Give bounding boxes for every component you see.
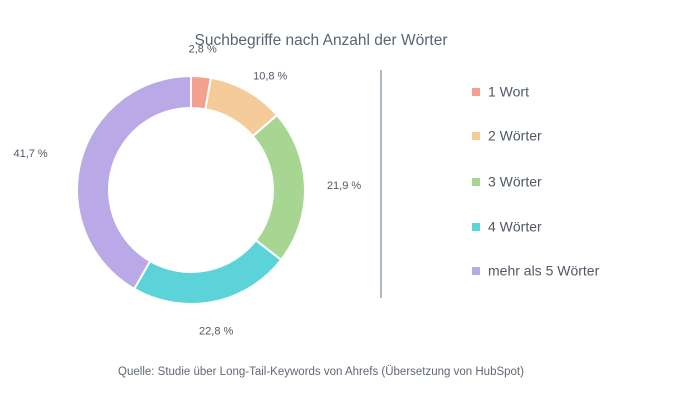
percent-label-4: 22,8 % bbox=[199, 325, 233, 337]
donut-slice-5 bbox=[76, 74, 192, 291]
legend-label-5: mehr als 5 Wörter bbox=[488, 263, 600, 279]
chart-title: Suchbegriffe nach Anzahl der Wörter bbox=[194, 32, 447, 49]
legend-swatch-3 bbox=[472, 178, 480, 186]
legend-swatch-4 bbox=[472, 223, 480, 231]
percent-label-2: 10,8 % bbox=[253, 70, 287, 82]
donut-slice-4 bbox=[132, 238, 283, 305]
legend-label-2: 2 Wörter bbox=[488, 128, 542, 144]
percent-label-1: 2,8 % bbox=[189, 43, 217, 55]
percent-label-5: 41,7 % bbox=[13, 148, 47, 160]
legend-swatch-5 bbox=[472, 267, 480, 275]
legend: 1 Wort 2 Wörter 3 Wörter 4 Wörter mehr als 5… bbox=[472, 84, 600, 279]
legend-swatch-2 bbox=[472, 132, 480, 140]
legend-swatch-1 bbox=[472, 88, 480, 96]
donut-slices bbox=[76, 74, 306, 305]
legend-label-3: 3 Wörter bbox=[488, 174, 542, 190]
percent-label-3: 21,9 % bbox=[327, 180, 361, 192]
legend-label-4: 4 Wörter bbox=[488, 219, 542, 235]
legend-label-1: 1 Wort bbox=[488, 84, 529, 100]
source-note: Quelle: Studie über Long-Tail-Keywords v… bbox=[118, 366, 524, 378]
percent-labels: 2,8 % 10,8 % 21,9 % 22,8 % 41,7 % bbox=[13, 43, 361, 337]
donut-slice-3 bbox=[251, 113, 306, 262]
